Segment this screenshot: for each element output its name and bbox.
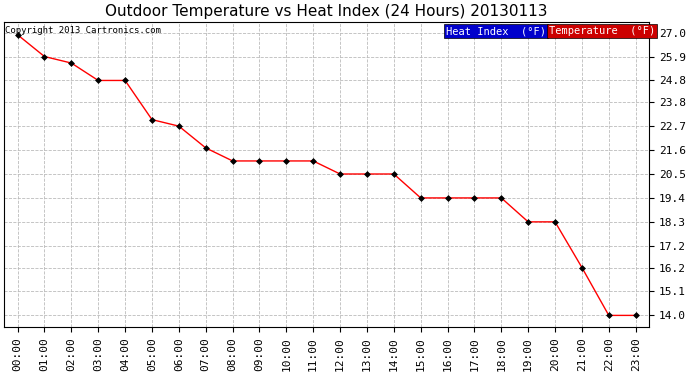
Title: Outdoor Temperature vs Heat Index (24 Hours) 20130113: Outdoor Temperature vs Heat Index (24 Ho… — [106, 4, 548, 19]
Text: Copyright 2013 Cartronics.com: Copyright 2013 Cartronics.com — [6, 26, 161, 35]
Text: Temperature  (°F): Temperature (°F) — [549, 26, 656, 36]
Text: Heat Index  (°F): Heat Index (°F) — [446, 26, 546, 36]
